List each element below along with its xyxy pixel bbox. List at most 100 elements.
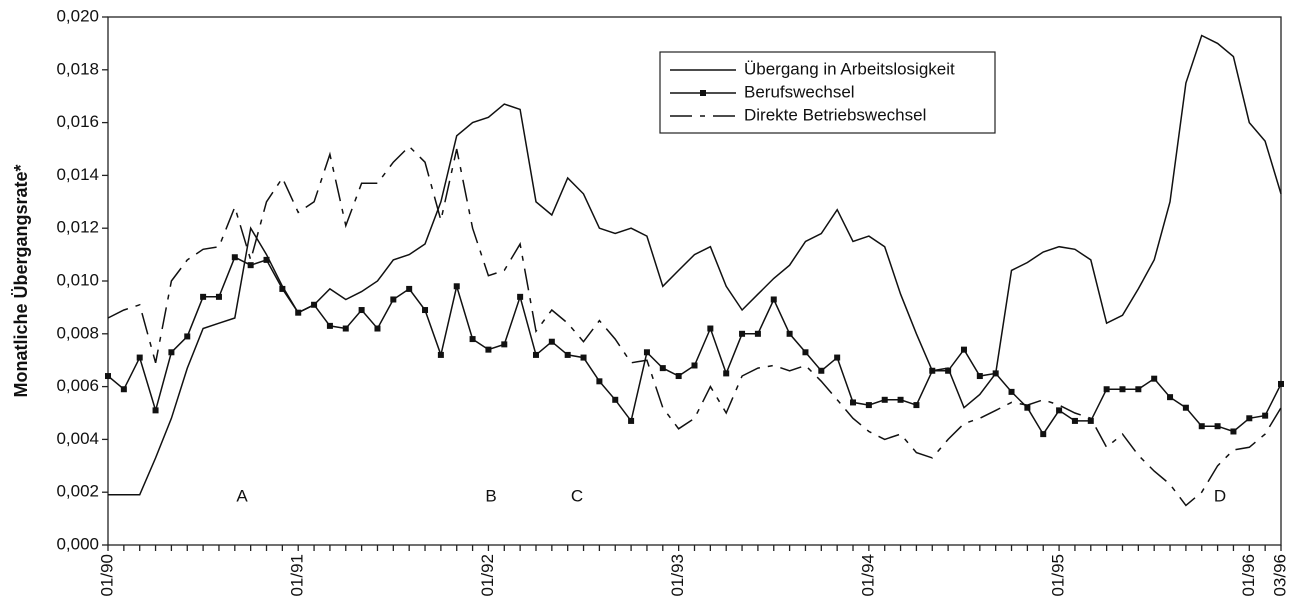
marker	[358, 307, 365, 314]
y-tick-label: 0,000	[56, 534, 99, 553]
marker	[517, 293, 524, 300]
marker	[184, 333, 191, 340]
marker	[612, 396, 619, 403]
marker	[469, 336, 476, 343]
marker	[295, 309, 302, 316]
series-line	[107, 145, 1282, 507]
marker	[945, 367, 952, 374]
marker	[1087, 417, 1094, 424]
marker	[1040, 431, 1047, 438]
y-tick-label: 0,016	[56, 112, 99, 131]
legend-marker	[700, 90, 706, 96]
marker	[279, 285, 286, 292]
marker	[1262, 412, 1269, 419]
y-tick-label: 0,018	[56, 59, 99, 78]
marker	[865, 402, 872, 409]
marker	[976, 373, 983, 380]
marker	[1230, 428, 1237, 435]
marker	[311, 301, 318, 308]
marker	[200, 293, 207, 300]
marker	[850, 399, 857, 406]
legend-label: Übergang in Arbeitslosigkeit	[744, 59, 955, 78]
x-tick-label: 01/93	[668, 554, 687, 597]
marker	[1071, 417, 1078, 424]
marker	[485, 346, 492, 353]
marker	[834, 354, 841, 361]
marker	[374, 325, 381, 332]
marker	[1135, 386, 1142, 393]
marker	[453, 283, 460, 290]
marker	[723, 370, 730, 377]
marker	[406, 285, 413, 292]
x-tick-label: 01/95	[1049, 554, 1068, 597]
annotation: D	[1214, 486, 1226, 505]
marker	[1103, 386, 1110, 393]
marker	[152, 407, 159, 414]
y-tick-label: 0,014	[56, 165, 99, 184]
marker	[739, 330, 746, 337]
y-tick-label: 0,010	[56, 270, 99, 289]
marker	[897, 396, 904, 403]
y-tick-label: 0,004	[56, 429, 99, 448]
legend-label: Berufswechsel	[744, 82, 855, 101]
marker	[326, 322, 333, 329]
marker	[548, 338, 555, 345]
marker	[564, 351, 571, 358]
y-tick-label: 0,020	[56, 6, 99, 25]
marker	[1278, 380, 1284, 387]
marker	[168, 349, 175, 356]
marker	[881, 396, 888, 403]
marker	[992, 370, 999, 377]
y-tick-label: 0,012	[56, 218, 99, 237]
x-tick-label: 03/96	[1270, 554, 1289, 597]
marker	[818, 367, 825, 374]
x-tick-label: 01/91	[288, 554, 307, 597]
marker	[215, 293, 222, 300]
marker	[643, 349, 650, 356]
annotation: C	[571, 486, 583, 505]
marker	[929, 367, 936, 374]
marker	[422, 307, 429, 314]
marker	[1246, 415, 1253, 422]
marker	[707, 325, 714, 332]
marker	[659, 365, 666, 372]
marker	[802, 349, 809, 356]
marker	[786, 330, 793, 337]
annotation: A	[236, 486, 248, 505]
marker	[501, 341, 508, 348]
marker	[1024, 404, 1031, 411]
y-axis-label: Monatliche Übergangsrate*	[11, 164, 31, 397]
marker	[532, 351, 539, 358]
marker	[136, 354, 143, 361]
marker	[596, 378, 603, 385]
marker	[1008, 388, 1015, 395]
marker	[120, 386, 127, 393]
marker	[691, 362, 698, 369]
y-tick-label: 0,002	[56, 482, 99, 501]
marker	[628, 417, 635, 424]
marker	[437, 351, 444, 358]
x-tick-label: 01/90	[97, 554, 116, 597]
marker	[247, 262, 254, 269]
legend-label: Direkte Betriebswechsel	[744, 105, 926, 124]
series-line	[107, 256, 1282, 436]
marker	[960, 346, 967, 353]
x-tick-label: 01/96	[1239, 554, 1258, 597]
marker	[1214, 423, 1221, 430]
marker	[1182, 404, 1189, 411]
marker	[754, 330, 761, 337]
marker	[770, 296, 777, 303]
marker	[342, 325, 349, 332]
legend: Übergang in Arbeitslosigkeit Berufswechse…	[659, 51, 996, 134]
y-tick-label: 0,006	[56, 376, 99, 395]
annotation: B	[485, 486, 496, 505]
marker	[263, 256, 270, 263]
x-tick-label: 01/92	[478, 554, 497, 597]
marker	[390, 296, 397, 303]
marker	[913, 402, 920, 409]
x-tick-label: 01/94	[858, 554, 877, 597]
marker	[1151, 375, 1158, 382]
marker	[580, 354, 587, 361]
